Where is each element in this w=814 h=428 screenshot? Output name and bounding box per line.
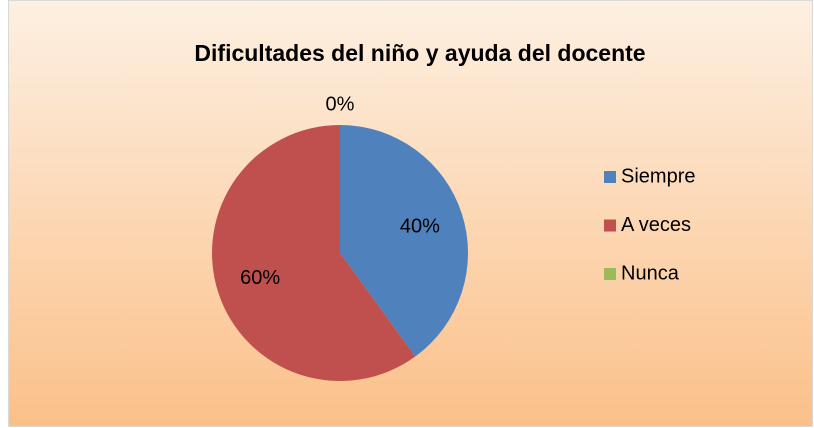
legend-swatch <box>604 268 616 280</box>
data-label: 0% <box>326 93 355 115</box>
pie-slice <box>340 125 468 357</box>
data-label: 40% <box>400 215 440 237</box>
pie-slice <box>211 125 416 381</box>
legend-label: A veces <box>621 214 691 236</box>
legend-swatch <box>604 219 616 232</box>
chart-title: Dificultades del niño y ayuda del docent… <box>194 40 645 66</box>
legend-label: Nunca <box>621 262 680 284</box>
data-label: 60% <box>240 267 280 289</box>
legend-label: Siempre <box>621 165 695 187</box>
legend-swatch <box>604 171 616 183</box>
